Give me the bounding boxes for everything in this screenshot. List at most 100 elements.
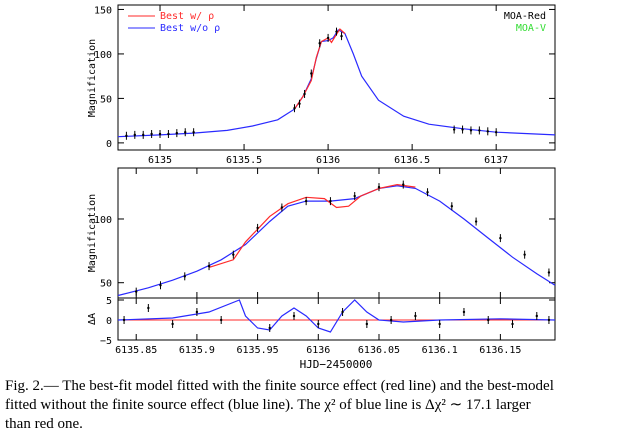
xtick-label: 6136.15 <box>479 345 521 356</box>
data-point <box>167 132 170 136</box>
top-panel-frame <box>117 4 556 151</box>
caption-line-1: Fig. 2.— The best-fit model fitted with … <box>5 378 554 394</box>
data-point <box>133 133 137 137</box>
xtick-label: 6135 <box>148 155 172 166</box>
data-point <box>377 185 381 189</box>
data-point <box>303 92 306 96</box>
data-point <box>135 290 138 293</box>
data-point <box>150 132 153 136</box>
data-point <box>426 191 429 194</box>
data-point <box>317 322 320 326</box>
data-point <box>219 318 223 322</box>
data-point <box>353 194 356 198</box>
data-point <box>122 318 126 322</box>
caption-line-2: fitted without the finite source effect … <box>5 397 531 413</box>
data-point <box>326 36 330 40</box>
xtick-label: 6135.85 <box>115 345 157 356</box>
data-point <box>268 326 271 330</box>
data-point <box>175 131 179 135</box>
ytick-label: 5 <box>106 296 112 307</box>
data-point <box>142 133 145 137</box>
xtick-label: 6136.05 <box>358 345 400 356</box>
data-point <box>280 206 284 209</box>
middle-ylabel: Magnification <box>87 194 98 272</box>
data-point <box>365 322 369 326</box>
data-point <box>195 310 199 314</box>
xtick-label: 6137 <box>484 155 508 166</box>
data-point <box>487 318 490 322</box>
data-point <box>318 42 321 45</box>
xtick-label: 6135.5 <box>226 155 262 166</box>
data-point <box>535 314 538 318</box>
data-point <box>292 314 296 318</box>
xtick-label: 6135.9 <box>179 345 215 356</box>
data-point <box>461 128 464 131</box>
data-point <box>438 322 441 326</box>
middle-panel-frame <box>117 167 556 299</box>
data-point <box>389 318 393 322</box>
top-panel-plot: 0 50 100 150 6135 6135.5 6136 6136.5 6137 <box>94 5 556 166</box>
legend-red-label: Best w/ ρ <box>160 11 214 22</box>
data-point <box>340 34 343 38</box>
data-point <box>256 226 259 230</box>
xtick-label: 6136 <box>316 155 340 166</box>
data-point <box>452 128 456 131</box>
residual-panel-plot: −5 0 5 6135.85 6135.9 6135.95 6136 6136.05 6136.… <box>100 296 556 356</box>
ytick-label: −5 <box>100 336 112 347</box>
ytick-label: 100 <box>94 215 112 226</box>
data-point <box>494 131 498 134</box>
data-point <box>486 130 489 133</box>
series-line <box>117 29 556 138</box>
data-point <box>232 253 235 256</box>
data-point <box>207 264 211 268</box>
figure-caption: Fig. 2.— The best-fit model fitted with … <box>5 377 635 434</box>
data-point <box>329 199 332 203</box>
residual-panel-frame <box>117 297 556 341</box>
data-point <box>171 322 174 326</box>
data-point <box>402 183 405 186</box>
series-line <box>117 185 556 297</box>
ytick-label: 150 <box>94 5 112 16</box>
residual-xlabel: HJD−2450000 <box>300 358 373 371</box>
data-point <box>298 102 301 105</box>
data-point <box>147 306 150 310</box>
legend-blue-label: Best w/o ρ <box>160 23 220 34</box>
xtick-label: 6135.95 <box>237 345 279 356</box>
residual-ylabel: ΔA <box>87 313 98 325</box>
data-point <box>511 322 514 326</box>
data-point <box>462 310 466 314</box>
data-point <box>125 134 128 137</box>
ytick-label: 50 <box>100 94 112 105</box>
data-point <box>310 72 313 75</box>
legend-right: MOA-Red MOA-V <box>504 11 546 34</box>
data-point <box>158 132 162 136</box>
data-point <box>523 253 526 256</box>
data-point <box>547 318 551 322</box>
legend-moa-v-label: MOA-V <box>516 23 546 34</box>
figure: Magnification Magnification ΔA HJD−24500… <box>87 4 556 371</box>
data-point <box>192 131 195 134</box>
data-point <box>335 30 338 33</box>
data-point <box>293 106 296 110</box>
data-point <box>341 310 344 314</box>
xtick-label: 6136 <box>306 345 330 356</box>
legend-left: Best w/ ρ Best w/o ρ <box>128 11 220 34</box>
series-line <box>117 299 556 333</box>
data-point <box>478 129 481 132</box>
data-point <box>450 205 454 208</box>
data-point <box>469 129 473 132</box>
xtick-label: 6136.5 <box>394 155 430 166</box>
middle-panel-plot: 50 100 <box>94 168 556 298</box>
ytick-label: 0 <box>106 139 112 150</box>
data-point <box>304 199 308 203</box>
data-point <box>184 131 187 134</box>
data-point <box>547 271 551 274</box>
ytick-label: 50 <box>100 279 112 290</box>
legend-moa-red-label: MOA-Red <box>504 11 546 22</box>
data-point <box>414 314 417 318</box>
data-point <box>474 220 478 223</box>
top-ylabel: Magnification <box>87 39 98 117</box>
xtick-label: 6136.1 <box>422 345 458 356</box>
caption-line-3: than red one. <box>5 416 83 432</box>
series-line <box>208 183 416 268</box>
